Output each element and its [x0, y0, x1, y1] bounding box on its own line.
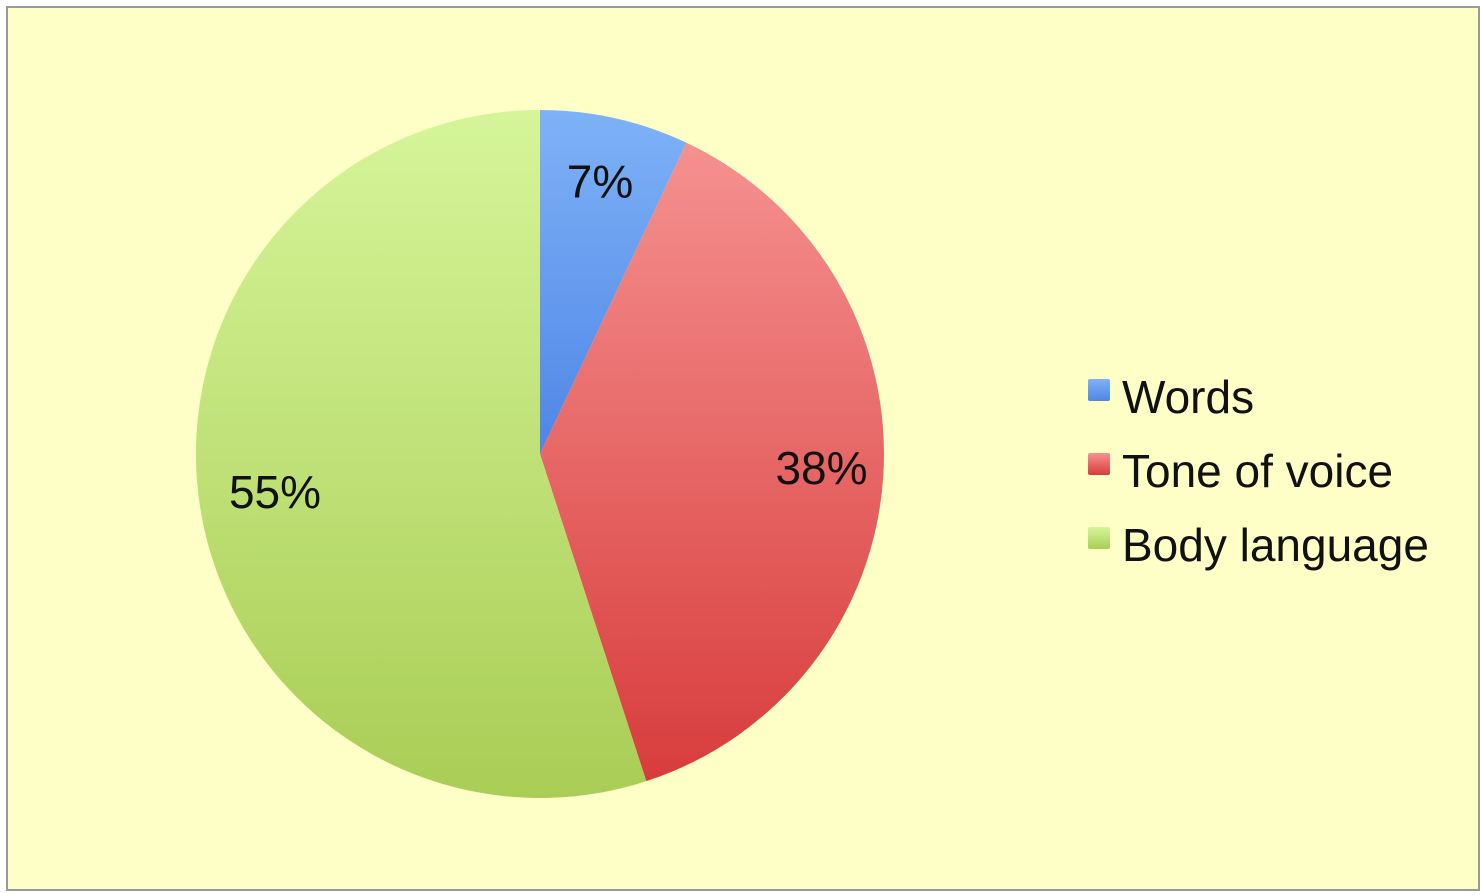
legend-swatch-body-language — [1088, 527, 1110, 549]
pie-slice-words — [540, 110, 687, 454]
legend-swatch-tone-of-voice — [1088, 453, 1110, 475]
chart-frame: 7% 38% 55% Words Tone of voice Body langua… — [6, 6, 1480, 891]
pie-chart: 7% 38% 55% — [195, 110, 884, 799]
slice-label-body-language: 55% — [229, 466, 321, 518]
legend-label-body-language: Body language — [1122, 519, 1429, 571]
pie-slice-body-language — [195, 110, 647, 799]
legend-label-tone-of-voice: Tone of voice — [1122, 445, 1394, 497]
legend: Words Tone of voice Body language — [1088, 360, 1429, 582]
legend-label-words: Words — [1122, 371, 1255, 423]
slice-label-words: 7% — [567, 156, 633, 208]
pie-slice-tone-of-voice — [540, 142, 884, 782]
slice-label-tone-of-voice: 38% — [775, 442, 867, 494]
legend-item-body-language: Body language — [1088, 508, 1429, 582]
legend-item-tone-of-voice: Tone of voice — [1088, 434, 1429, 508]
legend-item-words: Words — [1088, 360, 1429, 434]
legend-swatch-words — [1088, 379, 1110, 401]
